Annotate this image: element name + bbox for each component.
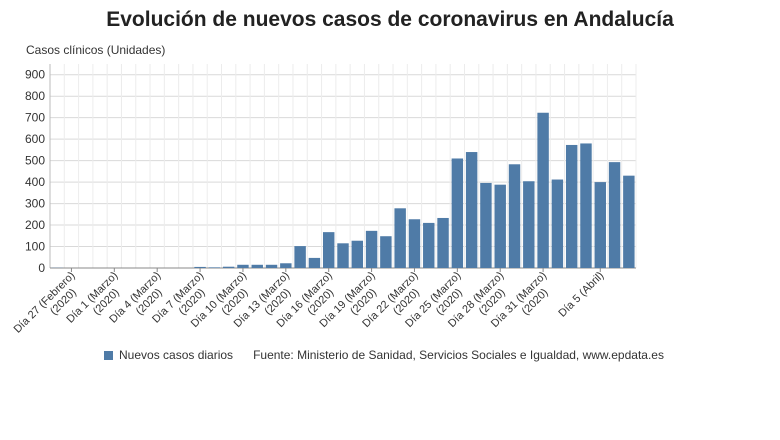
y-tick-label: 500: [25, 154, 45, 168]
bar: [480, 182, 492, 268]
bar: [394, 208, 406, 268]
chart-title: Evolución de nuevos casos de coronavirus…: [106, 8, 674, 31]
bar: [580, 143, 592, 268]
bar: [294, 246, 306, 268]
x-tick-label-line: Día 5 (Abril): [556, 270, 606, 320]
legend-swatch: [104, 350, 113, 360]
bar: [494, 184, 506, 268]
legend: Nuevos casos diarios Fuente: Ministerio …: [104, 348, 664, 362]
bar: [437, 217, 449, 268]
y-tick-labels: 0 100 200 300 400 500 600 700 800 900: [25, 68, 45, 275]
y-tick-label: 600: [25, 132, 45, 146]
bar: [251, 264, 263, 268]
y-tick-label: 400: [25, 175, 45, 189]
bar: [208, 267, 221, 268]
bar: [237, 264, 249, 268]
bar: [608, 162, 621, 268]
bar: [351, 240, 364, 268]
bar: [551, 179, 564, 268]
y-tick-label: 700: [25, 111, 45, 125]
bar: [380, 236, 392, 268]
bar: [308, 257, 321, 268]
bar: [508, 164, 521, 268]
bar: [523, 181, 535, 268]
x-tick-label: Día 5 (Abril): [556, 270, 606, 320]
legend-label: Nuevos casos diarios: [119, 348, 234, 362]
bar: [194, 266, 206, 268]
bar: [222, 266, 235, 268]
bar: [594, 182, 606, 268]
bar: [423, 222, 435, 268]
y-tick-label: 100: [25, 240, 45, 254]
bar: [365, 230, 378, 268]
bar: [337, 243, 349, 268]
bar: [322, 232, 335, 268]
bar: [623, 175, 635, 268]
y-tick-label: 200: [25, 218, 45, 232]
x-tick-labels: Día 27 (Febrero)(2020)Día 1 (Marzo)(2020…: [12, 268, 606, 336]
y-axis-label: Casos clínicos (Unidades): [26, 43, 166, 57]
bar: [565, 144, 578, 268]
bar: [537, 112, 549, 268]
y-tick-label: 300: [25, 197, 45, 211]
source-note: Fuente: Ministerio de Sanidad, Servicios…: [253, 348, 664, 362]
bars: [51, 112, 635, 268]
y-tick-label: 800: [25, 89, 45, 103]
y-tick-label: 900: [25, 68, 45, 82]
bar: [280, 263, 292, 268]
bar: [408, 219, 421, 268]
bar: [465, 152, 478, 268]
y-tick-label: 0: [38, 261, 45, 275]
bar: [451, 158, 464, 268]
bar: [265, 264, 278, 268]
